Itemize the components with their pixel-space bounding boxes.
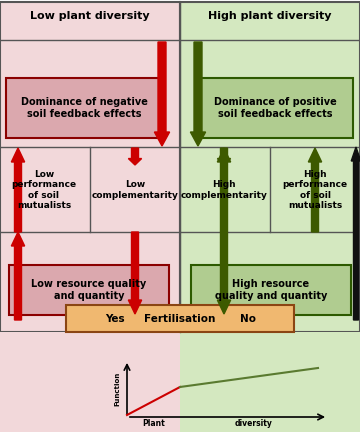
FancyArrow shape bbox=[129, 232, 141, 314]
FancyArrow shape bbox=[12, 148, 24, 232]
Text: diversity: diversity bbox=[235, 419, 273, 428]
Bar bbox=[0, 2, 180, 332]
Text: High resource
quality and quantity: High resource quality and quantity bbox=[215, 279, 327, 301]
Bar bbox=[180, 2, 360, 332]
Text: Fertilisation: Fertilisation bbox=[144, 314, 216, 324]
Text: High
complementarity: High complementarity bbox=[181, 180, 267, 200]
FancyArrow shape bbox=[12, 232, 24, 320]
Text: Dominance of negative
soil feedback effects: Dominance of negative soil feedback effe… bbox=[21, 97, 148, 119]
FancyArrow shape bbox=[217, 148, 231, 232]
FancyArrow shape bbox=[190, 42, 206, 146]
Text: Plant: Plant bbox=[142, 419, 165, 428]
FancyBboxPatch shape bbox=[6, 78, 163, 138]
FancyBboxPatch shape bbox=[66, 305, 294, 332]
Bar bbox=[0, 332, 180, 432]
FancyArrow shape bbox=[129, 148, 141, 165]
FancyArrow shape bbox=[309, 148, 321, 232]
Text: Function: Function bbox=[114, 372, 120, 406]
FancyArrow shape bbox=[217, 148, 231, 165]
Text: High
performance
of soil
mutualists: High performance of soil mutualists bbox=[283, 170, 347, 210]
Text: Low
performance
of soil
mutualists: Low performance of soil mutualists bbox=[12, 170, 77, 210]
Text: High plant diversity: High plant diversity bbox=[208, 11, 332, 21]
FancyBboxPatch shape bbox=[196, 78, 353, 138]
Text: Low resource quality
and quantity: Low resource quality and quantity bbox=[31, 279, 147, 301]
FancyArrow shape bbox=[154, 42, 170, 146]
Bar bbox=[180, 332, 360, 432]
Text: Low plant diversity: Low plant diversity bbox=[30, 11, 150, 21]
Text: Dominance of positive
soil feedback effects: Dominance of positive soil feedback effe… bbox=[213, 97, 336, 119]
FancyBboxPatch shape bbox=[191, 265, 351, 315]
FancyArrow shape bbox=[217, 232, 231, 314]
Text: Low
complementarity: Low complementarity bbox=[91, 180, 179, 200]
Text: No: No bbox=[240, 314, 256, 324]
FancyBboxPatch shape bbox=[9, 265, 169, 315]
Text: Yes: Yes bbox=[105, 314, 125, 324]
FancyArrow shape bbox=[351, 147, 360, 320]
